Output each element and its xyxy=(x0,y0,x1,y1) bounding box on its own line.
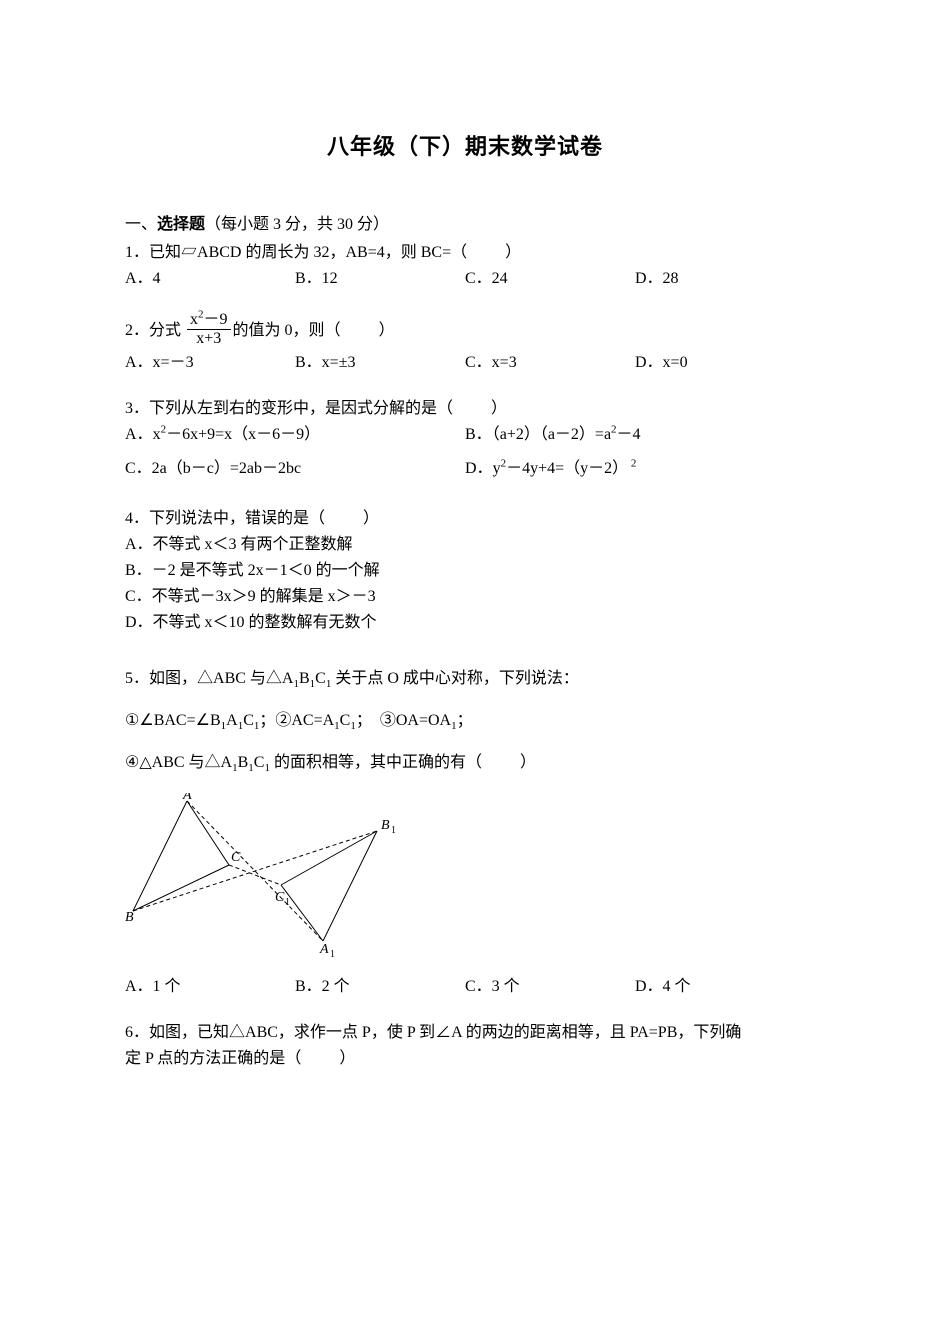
q4-option-a: A．不等式 x＜3 有两个正整数解 xyxy=(125,533,805,557)
q2-option-d: D．x=0 xyxy=(635,351,805,375)
q2-num: 2． xyxy=(125,322,149,339)
q2-lead: 分式 xyxy=(149,322,181,339)
svg-text:A: A xyxy=(319,942,329,957)
q2-option-a: A．x=－3 xyxy=(125,351,295,375)
q4-num: 4． xyxy=(125,510,149,527)
question-5-line3: ④△ABC 与△A1B1C1 的面积相等，其中正确的有（ ） xyxy=(125,751,805,775)
q1-option-b: B．12 xyxy=(295,267,465,291)
q1-option-a: A．4 xyxy=(125,267,295,291)
q1-num: 1． xyxy=(125,244,149,261)
q2-fraction: x2－9 x+3 xyxy=(187,311,231,347)
svg-text:1: 1 xyxy=(391,825,396,836)
q3-option-b: B．（a+2）（a－2）=a2－4 xyxy=(465,423,805,447)
section-desc: （每小题 3 分，共 30 分） xyxy=(205,216,389,233)
svg-text:C: C xyxy=(231,850,241,865)
q4-option-c: C．不等式－3x＞9 的解集是 x＞－3 xyxy=(125,585,805,609)
q6-num: 6． xyxy=(125,1024,149,1041)
q3-options-row2: C．2a（b－c）=2ab－2bc D．y2－4y+4=（y－2） 2 xyxy=(125,457,805,481)
q2-frac-num: x2－9 xyxy=(187,311,231,330)
q5-option-a: A．1 个 xyxy=(125,975,295,999)
q1-blank: （ ） xyxy=(451,241,523,265)
q4-options: A．不等式 x＜3 有两个正整数解 B．－2 是不等式 2x－1＜0 的一个解 … xyxy=(125,533,805,637)
q1-option-c: C．24 xyxy=(465,267,635,291)
question-3: 3．下列从左到右的变形中，是因式分解的是（ ） xyxy=(125,397,805,421)
section-1-header: 一、选择题（每小题 3 分，共 30 分） xyxy=(125,213,805,237)
svg-text:1: 1 xyxy=(330,949,335,960)
exam-title: 八年级（下）期末数学试卷 xyxy=(125,130,805,163)
exam-page: 八年级（下）期末数学试卷 一、选择题（每小题 3 分，共 30 分） 1．已知▱… xyxy=(0,0,945,1111)
svg-text:B: B xyxy=(381,818,390,833)
q3-option-d: D．y2－4y+4=（y－2） 2 xyxy=(465,457,805,481)
question-6-line1: 6．如图，已知△ABC，求作一点 P，使 P 到∠A 的两边的距离相等，且 PA… xyxy=(125,1021,805,1045)
q4-option-b: B．－2 是不等式 2x－1＜0 的一个解 xyxy=(125,559,805,583)
q1-text: 已知▱ABCD 的周长为 32，AB=4，则 BC= xyxy=(149,244,451,261)
q2-frac-den: x+3 xyxy=(187,330,231,348)
svg-text:A: A xyxy=(182,793,192,803)
q3-options-row1: A．x2－6x+9=x（x－6－9） B．（a+2）（a－2）=a2－4 xyxy=(125,423,805,447)
question-5-line1: 5．如图，△ABC 与△A1B1C1 关于点 O 成中心对称，下列说法： xyxy=(125,667,805,691)
q2-tail: 的值为 0，则 xyxy=(233,322,325,339)
q5-blank: （ ） xyxy=(466,751,538,775)
q2-options: A．x=－3 B．x=±3 C．x=3 D．x=0 xyxy=(125,351,805,375)
svg-text:C: C xyxy=(275,890,285,905)
q5-num: 5． xyxy=(125,670,149,687)
question-1: 1．已知▱ABCD 的周长为 32，AB=4，则 BC=（ ） xyxy=(125,241,805,265)
q2-blank: （ ） xyxy=(325,319,397,343)
q3-option-a: A．x2－6x+9=x（x－6－9） xyxy=(125,423,465,447)
q2-option-c: C．x=3 xyxy=(465,351,635,375)
question-5-line2: ①∠BAC=∠B1A1C1；②AC=A1C1； ③OA=OA1； xyxy=(125,709,805,733)
q5-diagram: ABCC1A1B1 xyxy=(125,793,805,971)
q5-option-d: D．4 个 xyxy=(635,975,805,999)
q4-text: 下列说法中，错误的是 xyxy=(149,510,309,527)
q5-options: A．1 个 B．2 个 C．3 个 D．4 个 xyxy=(125,975,805,999)
q6-blank: （ ） xyxy=(285,1047,357,1071)
q3-blank: （ ） xyxy=(437,397,509,421)
question-2: 2．分式 x2－9 x+3 的值为 0，则（ ） xyxy=(125,313,805,349)
q1-option-d: D．28 xyxy=(635,267,805,291)
q2-option-b: B．x=±3 xyxy=(295,351,465,375)
q3-num: 3． xyxy=(125,400,149,417)
q5-option-c: C．3 个 xyxy=(465,975,635,999)
section-name: 选择题 xyxy=(157,216,205,233)
q4-option-d: D．不等式 x＜10 的整数解有无数个 xyxy=(125,611,805,635)
q1-options: A．4 B．12 C．24 D．28 xyxy=(125,267,805,291)
svg-text:1: 1 xyxy=(285,897,290,908)
svg-text:B: B xyxy=(125,910,134,925)
section-label: 一、 xyxy=(125,216,157,233)
q5-diagram-svg: ABCC1A1B1 xyxy=(125,793,425,963)
q5-option-b: B．2 个 xyxy=(295,975,465,999)
q3-text: 下列从左到右的变形中，是因式分解的是 xyxy=(149,400,437,417)
question-4: 4．下列说法中，错误的是（ ） xyxy=(125,507,805,531)
question-6-line2: 定 P 点的方法正确的是（ ） xyxy=(125,1047,805,1071)
q3-option-c: C．2a（b－c）=2ab－2bc xyxy=(125,457,465,481)
q4-blank: （ ） xyxy=(309,507,381,531)
